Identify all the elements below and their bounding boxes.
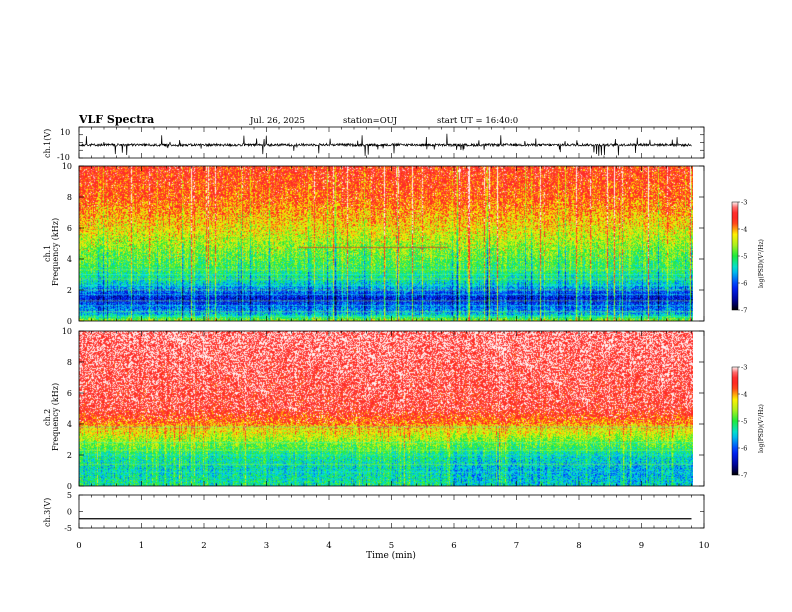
ch2-spectrogram-ylabel-frequency: Frequency (kHz) [51, 383, 60, 451]
colorbar-tick-label: -4 [741, 391, 747, 399]
figure-station: station=OUJ [343, 116, 398, 126]
ch1-ytick-bottom: -10 [57, 153, 70, 162]
colorbar-tick-label: -5 [741, 253, 747, 261]
colorbar-label: log(PSD)(V²/Hz) [758, 239, 765, 288]
x-tick-label: 3 [264, 541, 269, 551]
colorbar-tick-label: -6 [741, 445, 747, 453]
x-tick-label: 7 [514, 541, 519, 551]
ch1-waveform-panel: 10 -10 ch.1(V) [43, 126, 705, 162]
colorbar-label: log(PSD)(V²/Hz) [758, 404, 765, 453]
x-tick-label: 6 [451, 541, 456, 551]
ch3-waveform-ytick-label: 5 [67, 491, 72, 500]
ch3-waveform-ylabel: ch.3(V) [43, 498, 52, 527]
ch2-spectrogram-ytick-label: 10 [62, 327, 72, 336]
colorbar-2 [731, 366, 739, 476]
x-tick-label: 9 [639, 541, 644, 551]
ch1-spectrogram-ytick-label: 4 [67, 255, 72, 264]
ch1-spectrogram-image [79, 166, 693, 321]
ch2-spectrogram-ytick-label: 2 [67, 451, 72, 460]
ch2-spectrogram-ytick-label: 8 [67, 358, 72, 367]
ch1-spectrogram-ytick-label: 6 [67, 224, 72, 233]
ch1-spectrogram-ylabel-frequency: Frequency (kHz) [51, 218, 60, 286]
ch1-spectrogram-ytick-label: 10 [62, 162, 72, 171]
colorbar-tick-label: -7 [741, 307, 747, 315]
x-tick-label: 0 [76, 541, 81, 551]
ch1-spectrogram-ytick-label: 0 [67, 317, 72, 326]
figure-date: Jul. 26, 2025 [249, 116, 305, 126]
ch2-spectrogram-ylabel-channel: ch.2 [43, 409, 52, 426]
colorbar-tick-label: -3 [741, 364, 747, 372]
ch1-ytick-top: 10 [60, 128, 70, 137]
x-tick-label: 8 [576, 541, 581, 551]
colorbar-tick-label: -4 [741, 226, 747, 234]
ch1-spectrogram-panel: 0 2 4 6 8 10 ch.1 Frequency (kHz) [43, 162, 705, 326]
x-tick-label: 2 [201, 541, 206, 551]
ch1-spectrogram-ytick-label: 8 [67, 193, 72, 202]
ch3-waveform-panel: 5 0 -5 ch.3(V) [43, 491, 705, 533]
ch1-spectrogram-ytick-label: 2 [67, 286, 72, 295]
x-tick-label: 4 [326, 541, 331, 551]
ch1-spectrogram-ylabel-channel: ch.1 [43, 245, 52, 262]
x-tick-label: 5 [389, 541, 394, 551]
colorbar-tick-label: -6 [741, 280, 747, 288]
ch2-spectrogram-ytick-label: 0 [67, 482, 72, 491]
x-tick-label: 10 [699, 541, 710, 551]
colorbar-tick-label: -3 [741, 199, 747, 207]
ch2-spectrogram-image [79, 331, 693, 486]
ch3-waveform-ytick-label: 0 [67, 508, 72, 517]
colorbar-1 [731, 201, 739, 311]
ch2-spectrogram-panel: 0 2 4 6 8 10 ch.2 Frequency (kHz) [43, 327, 705, 491]
ch3-waveform-ytick-label: -5 [64, 524, 72, 533]
colorbar-tick-label: -7 [741, 472, 747, 480]
figure-title: VLF Spectra [78, 113, 154, 126]
colorbar-tick-label: -5 [741, 418, 747, 426]
x-tick-label: 1 [139, 541, 144, 551]
ch1-waveform-line [79, 133, 692, 156]
figure-start-time: start UT = 16:40:0 [437, 116, 518, 126]
ch1-waveform-ylabel: ch.1(V) [43, 129, 52, 158]
ch2-spectrogram-ytick-label: 4 [67, 420, 72, 429]
x-axis-label: Time (min) [366, 550, 416, 561]
ch2-spectrogram-ytick-label: 6 [67, 389, 72, 398]
